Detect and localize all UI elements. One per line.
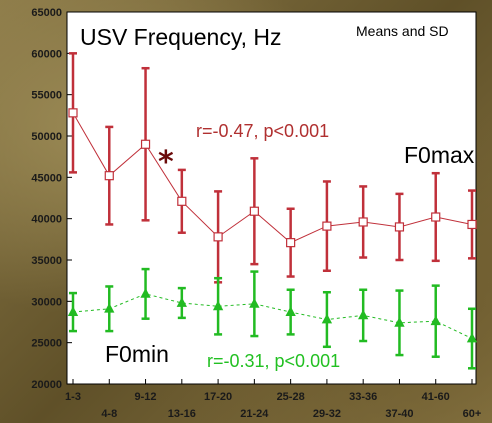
y-tick-label: 20000 — [31, 379, 62, 391]
x-tick-label: 21-24 — [240, 408, 269, 420]
y-tick-label: 30000 — [31, 296, 62, 308]
data-point — [104, 171, 114, 181]
correlation-f0min: r=-0.31, p<0.001 — [207, 351, 340, 371]
series-line — [72, 112, 473, 244]
series-label-f0max: F0max — [404, 142, 475, 168]
chart-title: USV Frequency, Hz — [80, 24, 282, 50]
data-point — [249, 297, 260, 308]
data-point — [394, 222, 405, 232]
y-tick-label: 35000 — [31, 255, 62, 267]
x-tick-label: 1-3 — [65, 391, 81, 403]
x-tick-label: 9-12 — [135, 391, 157, 403]
y-axis: 20000 25000 30000 35000 40000 45000 50000 55000… — [31, 7, 72, 391]
series-label-f0min: F0min — [105, 341, 169, 367]
data-point — [322, 221, 332, 231]
x-tick-label: 4-8 — [101, 408, 117, 420]
correlation-f0max: r=-0.47, p<0.001 — [196, 121, 329, 141]
data-point — [286, 238, 296, 248]
significance-star: * — [158, 145, 174, 180]
data-point — [466, 332, 478, 343]
data-point — [213, 232, 223, 242]
series-f0min — [67, 267, 478, 370]
series-f0max — [68, 52, 477, 284]
y-tick-label: 55000 — [31, 90, 62, 102]
data-point — [285, 306, 296, 316]
x-tick-label: 13-16 — [168, 408, 196, 420]
data-point — [140, 139, 151, 149]
data-point — [358, 309, 369, 320]
x-axis: 1-3 4-8 9-12 13-16 17-20 21-24 25-28 29-32 33-36… — [65, 379, 481, 420]
data-point — [430, 315, 441, 326]
chart-note: Means and SD — [356, 23, 449, 39]
y-tick-label: 65000 — [31, 7, 62, 19]
plot-area — [66, 11, 477, 385]
x-tick-label: 41-60 — [422, 391, 450, 403]
data-point — [431, 212, 441, 222]
y-tick-label: 25000 — [31, 338, 62, 350]
data-point — [140, 288, 151, 298]
data-point — [394, 316, 405, 327]
y-tick-label: 45000 — [31, 172, 62, 184]
x-tick-label: 29-32 — [313, 408, 341, 420]
x-tick-label: 25-28 — [277, 391, 305, 403]
x-tick-label: 60+ — [463, 408, 482, 420]
data-point — [212, 300, 224, 311]
data-point — [358, 217, 368, 227]
data-point — [467, 219, 477, 230]
data-point — [177, 196, 187, 206]
y-tick-label: 60000 — [31, 48, 62, 60]
data-point — [249, 206, 259, 216]
data-point — [67, 306, 79, 316]
data-point — [104, 302, 115, 313]
data-point — [68, 108, 78, 118]
y-tick-label: 40000 — [31, 214, 62, 226]
x-tick-label: 33-36 — [349, 391, 377, 403]
x-tick-label: 37-40 — [385, 408, 413, 420]
y-tick-label: 50000 — [31, 131, 62, 143]
x-tick-label: 17-20 — [204, 391, 232, 403]
data-point — [321, 313, 333, 324]
data-point — [176, 297, 187, 307]
series-line — [72, 293, 473, 339]
